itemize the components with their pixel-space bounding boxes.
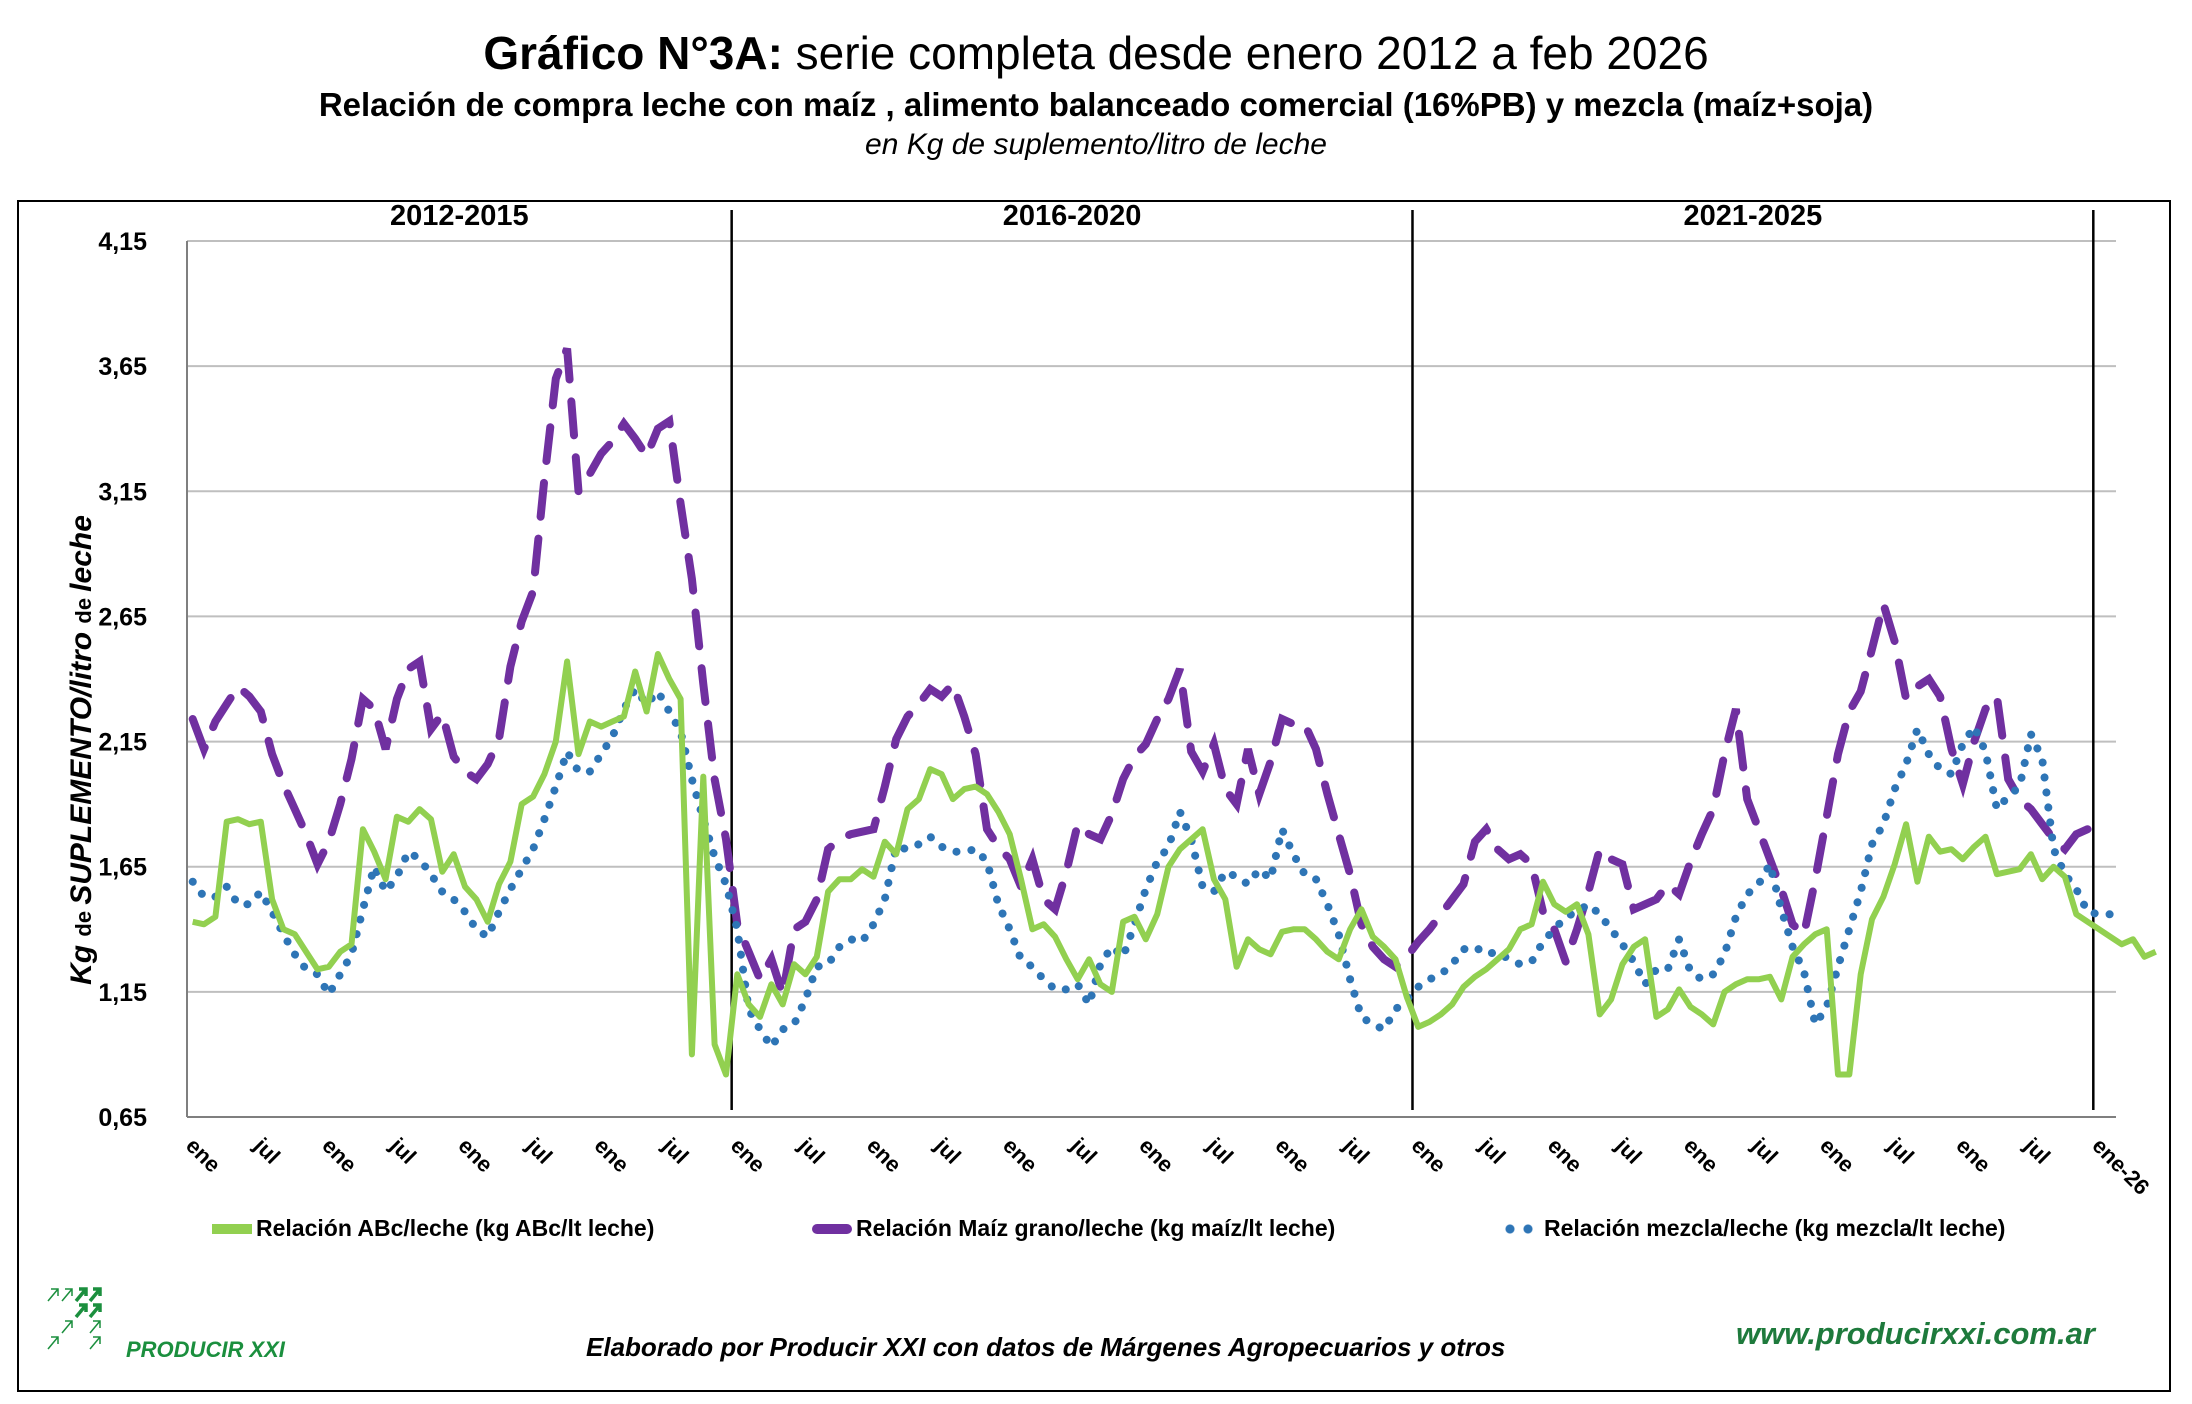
series-line-dotted bbox=[188, 681, 2115, 1055]
y-tick-label: 3,15 bbox=[98, 478, 147, 506]
x-tick-label: ene-26 bbox=[2087, 1133, 2154, 1200]
y-axis-title: Kg de SUPLEMENTO/litro de leche bbox=[65, 515, 99, 985]
source-note: Elaborado por Producir XXI con datos de … bbox=[586, 1332, 1506, 1362]
website-link[interactable]: www.producirxxi.com.ar bbox=[1736, 1316, 2095, 1351]
x-tick-label: ene bbox=[998, 1133, 1042, 1177]
y-axis-title-part: Kg bbox=[65, 936, 98, 985]
x-tick-label: ene bbox=[453, 1133, 497, 1177]
x-tick-label: ene bbox=[1134, 1133, 1178, 1177]
x-tick-label: jul bbox=[1338, 1132, 1375, 1169]
series-line-solid bbox=[192, 651, 2157, 1078]
logo-arrow bbox=[88, 1303, 102, 1319]
period-separators bbox=[730, 210, 2095, 1110]
x-tick-label: jul bbox=[385, 1132, 422, 1169]
x-tick-label: ene bbox=[726, 1133, 770, 1177]
legend-label-mezcla: Relación mezcla/leche (kg mezcla/lt lech… bbox=[1544, 1215, 2006, 1241]
chart-title: Gráfico N°3A: serie completa desde enero… bbox=[483, 27, 1709, 79]
y-tick-label: 1,15 bbox=[98, 979, 147, 1007]
x-tick-label: ene bbox=[1951, 1133, 1995, 1177]
period-header: 2016-2020 bbox=[1003, 200, 1142, 232]
logo-arrow bbox=[89, 1320, 101, 1334]
chart-frame bbox=[17, 200, 2171, 1392]
y-axis-title-part: de bbox=[71, 904, 96, 937]
x-tick-label: jul bbox=[793, 1132, 830, 1169]
series-lines bbox=[188, 347, 2157, 1078]
arrows-logo-icon bbox=[47, 1287, 102, 1350]
x-tick-label: jul bbox=[1474, 1132, 1511, 1169]
x-tick-label: ene bbox=[1815, 1133, 1859, 1177]
legend-item-maiz: Relación Maíz grano/leche (kg maíz/lt le… bbox=[812, 1215, 1335, 1242]
x-tick-label: jul bbox=[521, 1132, 558, 1169]
y-axis-title-part: SUPLEMENTO/litro bbox=[65, 623, 98, 905]
x-tick-label: ene bbox=[181, 1133, 225, 1177]
logo-arrow bbox=[61, 1320, 73, 1334]
logo-arrow bbox=[74, 1287, 88, 1303]
period-header: 2012-2015 bbox=[390, 200, 529, 232]
x-tick-label: ene bbox=[1407, 1133, 1451, 1177]
logo-arrow bbox=[61, 1288, 73, 1302]
logo-arrow bbox=[89, 1336, 101, 1350]
chart-units-caption: en Kg de suplemento/litro de leche bbox=[865, 128, 1327, 161]
legend-item-mezcla: Relación mezcla/leche (kg mezcla/lt lech… bbox=[1500, 1215, 2005, 1242]
x-tick-label: ene bbox=[590, 1133, 634, 1177]
y-tick-label: 2,15 bbox=[98, 729, 147, 757]
y-tick-label: 2,65 bbox=[98, 603, 147, 631]
tick-labels: 0,65 1,15 1,65 2,15 2,65 3,15 3,65 4,15 2012-201… bbox=[98, 200, 2154, 1200]
legend-label-abc: Relación ABc/leche (kg ABc/lt leche) bbox=[256, 1215, 655, 1241]
logo-arrow bbox=[47, 1288, 59, 1302]
gridlines bbox=[187, 240, 2116, 993]
period-header: 2021-2025 bbox=[1684, 200, 1823, 232]
y-tick-label: 0,65 bbox=[98, 1104, 147, 1132]
x-tick-label: jul bbox=[1882, 1132, 1919, 1169]
legend-swatch-dashed-line bbox=[812, 1223, 852, 1234]
x-tick-label: jul bbox=[249, 1132, 286, 1169]
series-dashed bbox=[188, 347, 2092, 996]
x-tick-label: ene bbox=[862, 1133, 906, 1177]
logo-text: PRODUCIR XXI bbox=[126, 1337, 285, 1362]
x-tick-label: jul bbox=[1746, 1132, 1783, 1169]
x-tick-label: jul bbox=[1610, 1132, 1647, 1169]
x-tick-label: ene bbox=[1543, 1133, 1587, 1177]
logo-arrow bbox=[74, 1303, 88, 1319]
series-line-dashed bbox=[188, 347, 2092, 996]
x-tick-label: ene bbox=[317, 1133, 361, 1177]
x-tick-label: jul bbox=[1202, 1132, 1239, 1169]
logo-arrow bbox=[88, 1287, 102, 1303]
series-dotted bbox=[188, 681, 2115, 1055]
legend-swatch-dotted-line bbox=[1500, 1223, 1540, 1234]
x-tick-label: jul bbox=[2019, 1132, 2056, 1169]
x-tick-label: ene bbox=[1679, 1133, 1723, 1177]
series-solid bbox=[192, 651, 2157, 1078]
legend-label-maiz: Relación Maíz grano/leche (kg maíz/lt le… bbox=[856, 1215, 1336, 1241]
y-tick-label: 3,65 bbox=[98, 353, 147, 381]
y-tick-label: 4,15 bbox=[98, 228, 147, 256]
x-tick-label: jul bbox=[657, 1132, 694, 1169]
x-tick-label: jul bbox=[929, 1132, 966, 1169]
chart-subtitle: Relación de compra leche con maíz , alim… bbox=[318, 86, 1874, 123]
x-tick-label: ene bbox=[1270, 1133, 1314, 1177]
y-axis-title-part: leche bbox=[65, 515, 98, 592]
y-axis-title-part: de bbox=[71, 591, 96, 624]
axes bbox=[186, 241, 2116, 1118]
logo-arrow bbox=[47, 1336, 59, 1350]
producir-xxi-logo: PRODUCIR XXI bbox=[46, 1287, 306, 1367]
x-tick-label: jul bbox=[1066, 1132, 1103, 1169]
legend-swatch-solid-line bbox=[212, 1223, 252, 1234]
legend-item-abc: Relación ABc/leche (kg ABc/lt leche) bbox=[212, 1215, 654, 1242]
y-tick-label: 1,65 bbox=[98, 854, 147, 882]
